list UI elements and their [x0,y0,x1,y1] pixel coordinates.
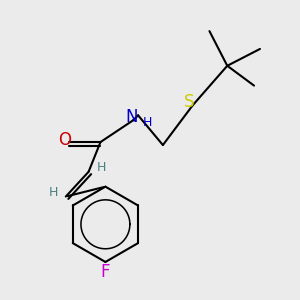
Text: S: S [183,93,194,111]
Text: O: O [58,131,71,149]
Text: H: H [97,161,106,174]
Text: H: H [142,116,152,129]
Text: F: F [101,263,110,281]
Text: N: N [125,108,137,126]
Text: H: H [49,186,58,199]
